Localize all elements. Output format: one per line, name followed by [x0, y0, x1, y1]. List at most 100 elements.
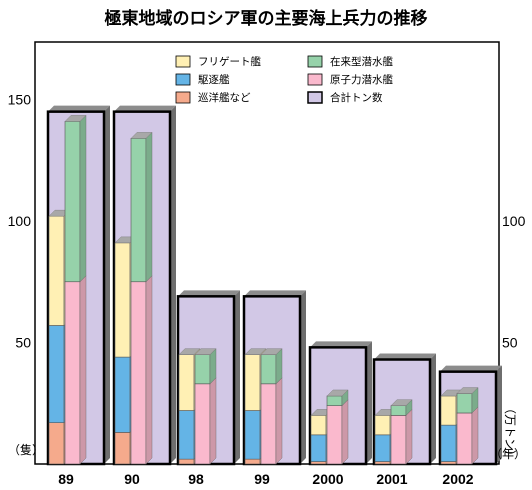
- legend-label-frigate: フリゲート艦: [198, 55, 261, 68]
- ship-bar-90-destroyer: [114, 356, 131, 433]
- legend-swatch-total-tonnage: [307, 91, 323, 104]
- tonnage-side-99: [300, 290, 306, 464]
- x-axis-ticks: 89 90 98 99 2000 2001 2002: [58, 471, 474, 487]
- sub-bar-2001-top: [390, 399, 413, 406]
- sub-bar-2000-nuclear-sub-side: [341, 399, 349, 465]
- sub-bar-2000-diesel-sub: [326, 395, 343, 406]
- legend-label-total-tonnage: 合計トン数: [330, 91, 383, 104]
- tonnage-top-99: [244, 290, 306, 297]
- ship-bar-2000-destroyer: [310, 434, 327, 462]
- left-tick-50: 50: [15, 335, 31, 351]
- sub-bar-89-diesel-sub: [64, 121, 81, 283]
- tonnage-side-98: [234, 290, 240, 464]
- sub-bar-2002-top: [456, 387, 479, 394]
- sub-bar-89-nuclear-sub: [64, 281, 81, 465]
- ship-bar-98-destroyer: [178, 410, 195, 460]
- sub-bar-98-nuclear-sub: [194, 383, 211, 465]
- sub-bar-2000-top: [326, 389, 349, 397]
- ship-bar-2002-frigate: [440, 395, 457, 426]
- ship-bar-89-destroyer: [48, 325, 65, 423]
- ship-bar-98-frigate: [178, 354, 195, 411]
- x-tick-90: 90: [124, 471, 140, 487]
- tonnage-side-2001: [430, 353, 436, 464]
- ship-bar-2001-frigate: [374, 415, 391, 436]
- sub-bar-98-top: [194, 348, 217, 355]
- x-tick-98: 98: [188, 471, 204, 487]
- sub-bar-2002-nuclear-sub-side: [471, 406, 479, 465]
- legend-swatch-patrol: [175, 91, 191, 104]
- sub-bar-99-nuclear-sub: [260, 383, 277, 465]
- ship-bar-99-destroyer: [244, 410, 261, 460]
- sub-bar-90-nuclear-sub-side: [145, 275, 153, 465]
- x-axis-unit: （年）: [490, 447, 526, 461]
- legend-label-nuclear-sub: 原子力潜水艦: [330, 73, 393, 86]
- sub-bar-98-nuclear-sub-side: [209, 377, 217, 465]
- legend-swatch-nuclear-sub: [307, 73, 323, 86]
- legend-swatch-destroyer: [175, 73, 191, 86]
- tonnage-top-89: [48, 105, 110, 112]
- legend-swatch-diesel-sub: [307, 55, 323, 68]
- sub-bar-2001-nuclear-sub: [390, 415, 407, 465]
- x-tick-2001: 2001: [376, 471, 407, 487]
- sub-bar-2000-nuclear-sub: [326, 405, 343, 465]
- right-tick-100: 100: [502, 213, 526, 229]
- sub-bar-98-diesel-sub: [194, 354, 211, 385]
- right-axis-ticks: 50 100: [502, 213, 526, 351]
- sub-bar-90-diesel-sub: [130, 138, 147, 283]
- tonnage-side-2002: [496, 365, 502, 464]
- sub-bar-2001-diesel-sub: [390, 405, 407, 416]
- x-tick-99: 99: [254, 471, 270, 487]
- sub-bar-90-top: [130, 132, 153, 139]
- sub-bar-99-nuclear-sub-side: [275, 377, 283, 465]
- tonnage-side-89: [104, 105, 110, 465]
- bars: [46, 105, 502, 466]
- right-tick-50: 50: [502, 335, 518, 351]
- sub-bar-2001-nuclear-sub-side: [405, 408, 413, 465]
- legend-swatch-frigate: [175, 55, 191, 68]
- tonnage-top-90: [114, 105, 176, 112]
- left-axis-ticks: 50 100 150: [8, 92, 32, 351]
- sub-bar-89-nuclear-sub-side: [79, 275, 87, 465]
- ship-bar-99-patrol: [244, 458, 261, 465]
- ship-bar-99-frigate: [244, 354, 261, 411]
- ship-bar-89-frigate: [48, 215, 65, 326]
- legend-label-destroyer: 駆逐艦: [198, 73, 230, 86]
- tonnage-side-90: [170, 105, 176, 465]
- sub-bar-2002-diesel-sub: [456, 393, 473, 414]
- ship-bar-2001-destroyer: [374, 434, 391, 462]
- sub-bar-90-nuclear-sub: [130, 281, 147, 465]
- legend-label-patrol: 巡洋艦など: [198, 91, 251, 104]
- chart-title: 極東地域のロシア軍の主要海上兵力の推移: [105, 8, 428, 29]
- right-axis-unit: （万トン）: [503, 402, 517, 462]
- sub-bar-99-top: [260, 348, 283, 355]
- tonnage-top-2002: [440, 365, 502, 372]
- sub-bar-90-diesel-sub-side: [145, 131, 153, 283]
- sub-bar-89-top: [64, 115, 87, 122]
- sub-bar-89-diesel-sub-side: [79, 114, 87, 283]
- x-tick-89: 89: [58, 471, 74, 487]
- ship-bar-2002-patrol: [440, 461, 457, 465]
- ship-bar-99-top: [244, 348, 267, 355]
- x-tick-2000: 2000: [312, 471, 343, 487]
- legend-label-diesel-sub: 在来型潜水艦: [330, 55, 393, 68]
- tonnage-top-98: [178, 290, 240, 297]
- tonnage-side-2000: [366, 341, 372, 464]
- ship-bar-2001-patrol: [374, 461, 391, 465]
- ship-bar-89-patrol: [48, 422, 65, 465]
- left-tick-100: 100: [8, 213, 32, 229]
- ship-bar-90-patrol: [114, 432, 131, 465]
- legend: フリゲート艦 駆逐艦 巡洋艦など 在来型潜水艦 原子力潜水艦 合計トン数: [175, 55, 393, 104]
- tonnage-top-2001: [374, 353, 436, 360]
- sub-bar-99-diesel-sub: [260, 354, 277, 385]
- ship-bar-2000-frigate: [310, 415, 327, 436]
- tonnage-top-2000: [310, 341, 372, 348]
- sub-bar-2002-nuclear-sub: [456, 412, 473, 465]
- left-tick-150: 150: [8, 92, 32, 108]
- ship-bar-2000-patrol: [310, 461, 327, 465]
- x-tick-2002: 2002: [442, 471, 473, 487]
- ship-bar-98-top: [178, 348, 201, 355]
- left-axis-unit: （隻）: [8, 442, 44, 457]
- ship-bar-90-frigate: [114, 242, 131, 358]
- ship-bar-98-patrol: [178, 458, 195, 465]
